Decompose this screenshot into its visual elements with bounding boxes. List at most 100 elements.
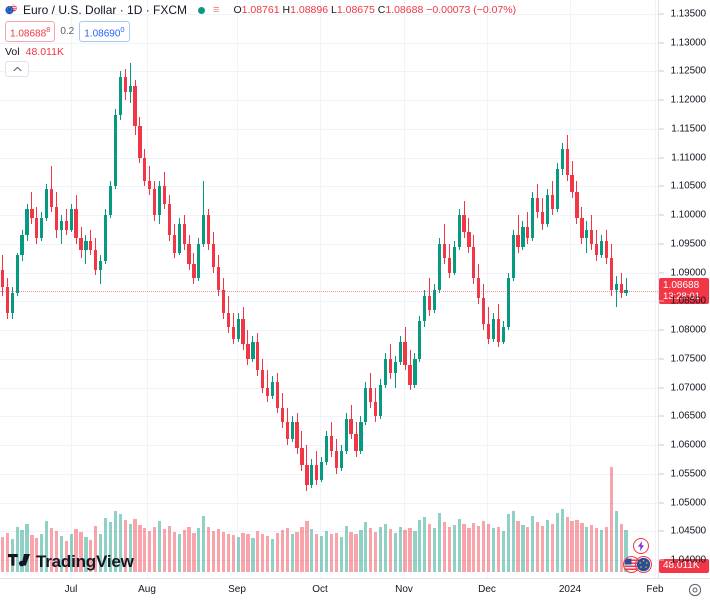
volume-bar xyxy=(383,523,388,572)
ohlc-close-value: 1.08688 xyxy=(385,4,424,16)
candle-wick xyxy=(443,223,445,264)
bid-price-pill[interactable]: 1.086888 xyxy=(5,21,56,43)
candle-body xyxy=(305,465,309,486)
candle-body xyxy=(113,114,117,187)
collapse-pane-button[interactable] xyxy=(5,61,29,78)
volume-bar xyxy=(94,525,98,572)
volume-bar xyxy=(187,527,191,572)
volume-bar xyxy=(275,532,280,572)
candle-body xyxy=(590,229,594,244)
candle-body xyxy=(153,189,157,216)
grid-line-horizontal xyxy=(0,157,658,159)
volume-bar xyxy=(364,522,368,572)
volume-bar xyxy=(246,534,250,572)
grid-line-horizontal xyxy=(0,502,658,504)
candle-wick xyxy=(517,215,519,253)
volume-bar xyxy=(118,514,122,572)
legend-title-row: Euro / U.S. Dollar · 1D · FXCM ≡ O1.0876… xyxy=(5,2,516,18)
price-axis-tick: 1.04000 xyxy=(670,554,707,566)
candle-body xyxy=(197,243,201,279)
volume-bar xyxy=(300,526,304,572)
volume-bar xyxy=(315,533,319,572)
volume-bar xyxy=(491,528,496,572)
grid-line-vertical xyxy=(404,0,405,578)
ohlc-high-value: 1.08896 xyxy=(290,4,329,16)
candle-wick xyxy=(267,370,269,402)
candle-body xyxy=(280,407,284,423)
time-axis-tick: Aug xyxy=(138,584,156,595)
volume-bar xyxy=(211,530,216,572)
candle-body xyxy=(79,238,83,250)
candle-body xyxy=(501,327,505,342)
volume-bar xyxy=(59,536,63,572)
volume-bar xyxy=(236,537,240,572)
candle-body xyxy=(437,243,442,290)
time-axis-tick: Sep xyxy=(228,584,246,595)
volume-bar xyxy=(0,537,5,572)
grid-line-vertical xyxy=(71,0,72,578)
candle-body xyxy=(344,419,348,451)
candle-body xyxy=(310,465,314,486)
grid-line-horizontal xyxy=(0,387,658,389)
candle-body xyxy=(423,295,427,322)
volume-bar xyxy=(531,516,535,572)
tradingview-branding[interactable]: TradingView xyxy=(8,552,134,572)
candle-wick xyxy=(85,235,87,264)
price-axis[interactable]: 1.08688 13:28:01 48.011K 1.13500 1.13000 1… xyxy=(658,0,710,578)
lightning-bolt-icon[interactable] xyxy=(633,538,649,554)
grid-line-horizontal xyxy=(0,330,658,332)
candle-body xyxy=(462,215,466,233)
grid-line-horizontal xyxy=(0,243,658,245)
volume-bar xyxy=(550,523,555,572)
volume-bar xyxy=(609,467,613,572)
volume-bar xyxy=(452,524,456,572)
price-axis-tick: 1.07500 xyxy=(670,353,707,365)
price-axis-tick: 1.08500 xyxy=(670,295,707,307)
grid-layer xyxy=(0,0,658,578)
candle-body xyxy=(216,266,221,290)
volume-bar xyxy=(153,526,157,572)
candle-body xyxy=(560,149,564,170)
price-axis-tick-mark xyxy=(659,415,664,417)
candle-body xyxy=(25,209,29,236)
time-axis-tick: 2024 xyxy=(558,584,582,595)
chart-plot-area[interactable] xyxy=(0,0,658,578)
candle-body xyxy=(482,298,486,325)
volume-bar xyxy=(408,528,412,572)
volume-bar xyxy=(555,513,559,572)
volume-bar xyxy=(231,535,235,572)
candle-body xyxy=(246,344,250,359)
candle-body xyxy=(211,243,216,267)
grid-line-horizontal xyxy=(0,100,658,102)
source-status-dot[interactable] xyxy=(198,6,206,14)
symbol-flags-button[interactable] xyxy=(623,556,652,573)
volume-bar xyxy=(585,526,589,572)
us-flag-icon xyxy=(623,556,640,573)
volume-bar xyxy=(25,523,29,572)
price-axis-tick-mark xyxy=(659,559,664,561)
chart-legend: Euro / U.S. Dollar · 1D · FXCM ≡ O1.0876… xyxy=(5,2,516,78)
symbol-title[interactable]: Euro / U.S. Dollar · 1D · FXCM xyxy=(23,3,188,17)
candle-body xyxy=(118,77,122,115)
candle-body xyxy=(172,235,176,253)
grid-line-horizontal xyxy=(0,301,658,303)
ask-price-sup: 0 xyxy=(120,25,125,34)
legend-equals-icon[interactable]: ≡ xyxy=(213,4,220,16)
grid-line-horizontal xyxy=(0,215,658,217)
chevron-up-icon xyxy=(12,67,22,72)
volume-bar xyxy=(359,530,363,572)
time-axis[interactable]: Jul Aug Sep Oct Nov Dec 2024 Feb xyxy=(0,578,710,600)
candle-body xyxy=(486,324,491,339)
time-axis-settings-icon[interactable] xyxy=(688,583,702,597)
ask-price-pill[interactable]: 1.086900 xyxy=(79,21,130,43)
volume-bar xyxy=(241,532,245,572)
candle-body xyxy=(89,241,93,250)
candle-body xyxy=(45,189,49,219)
candle-body xyxy=(491,318,496,339)
volume-bar xyxy=(69,534,73,572)
candle-body xyxy=(0,269,5,287)
candle-body xyxy=(619,284,623,293)
candle-body xyxy=(604,241,609,259)
volume-bar xyxy=(216,529,221,572)
candle-body xyxy=(300,447,304,466)
